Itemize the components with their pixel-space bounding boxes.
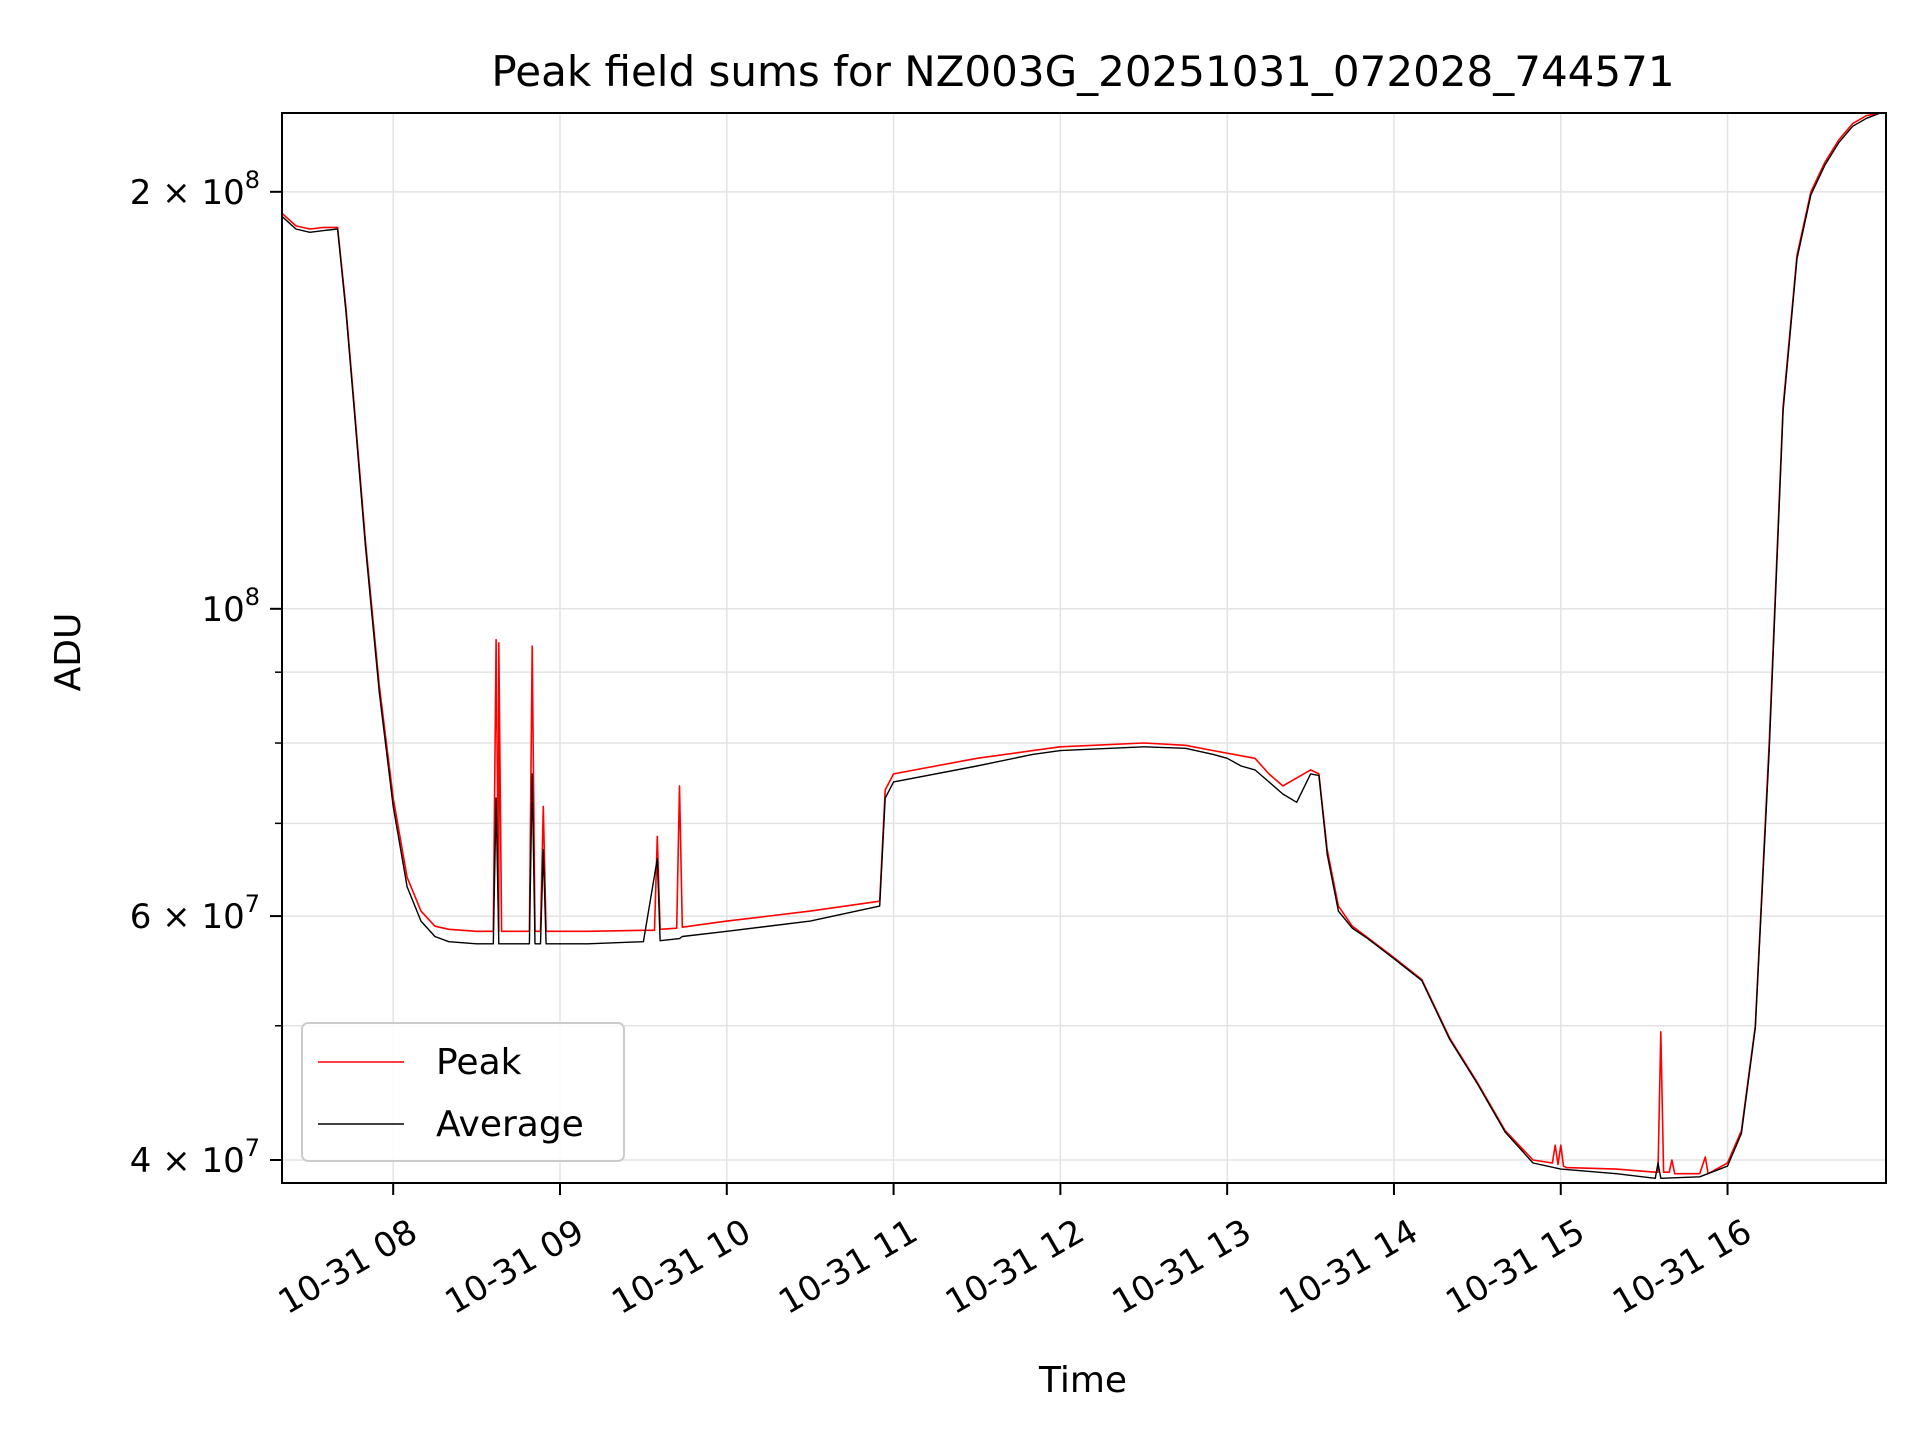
series-line-average [282, 113, 1886, 1180]
series-line-peak [282, 113, 1886, 1175]
y-tick-label: 108 [201, 583, 260, 630]
legend-label-peak: Peak [436, 1042, 522, 1083]
x-tick-label: 10-31 08 [272, 1212, 424, 1323]
grid-lines [282, 113, 1886, 1183]
legend: Peak Average [301, 1022, 625, 1162]
y-tick-label: 4 × 107 [130, 1134, 260, 1181]
x-tick-label: 10-31 11 [772, 1212, 924, 1323]
x-tick-label: 10-31 16 [1606, 1212, 1758, 1323]
x-tick-label: 10-31 09 [438, 1212, 590, 1323]
x-axis-label: Time [1038, 1360, 1127, 1401]
legend-label-average: Average [436, 1104, 584, 1145]
plot-area [282, 113, 1886, 1180]
x-tick-label: 10-31 14 [1272, 1212, 1424, 1323]
x-tick-label: 10-31 13 [1106, 1212, 1258, 1323]
x-tick-label: 10-31 10 [605, 1212, 757, 1323]
x-tick-label: 10-31 15 [1439, 1212, 1591, 1323]
y-tick-label: 2 × 108 [130, 166, 260, 213]
y-axis-label: ADU [48, 613, 89, 692]
legend-box [301, 1022, 625, 1162]
x-tick-label: 10-31 12 [939, 1212, 1091, 1323]
axes-frame [281, 112, 1887, 1184]
chart-title: Peak field sums for NZ003G_20251031_0720… [491, 47, 1674, 96]
y-tick-label: 6 × 107 [130, 890, 260, 937]
